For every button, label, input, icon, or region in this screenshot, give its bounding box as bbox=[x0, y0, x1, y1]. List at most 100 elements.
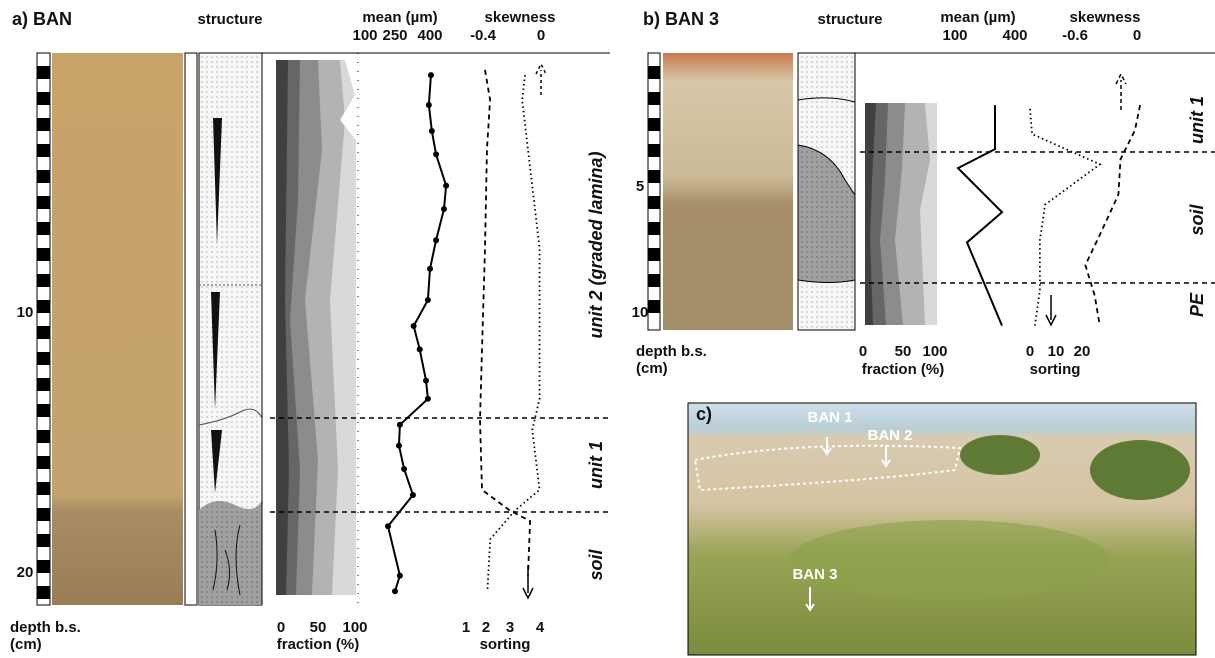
axis-title: skewness bbox=[485, 9, 556, 26]
scale-segment bbox=[37, 92, 50, 105]
depth-tick-label: 20 bbox=[17, 564, 34, 581]
mean-point bbox=[428, 72, 434, 78]
mean-point bbox=[397, 573, 403, 579]
mean-point bbox=[417, 346, 423, 352]
fraction-tick-label: 0 bbox=[277, 619, 285, 636]
mean-tick-label: 100 bbox=[942, 27, 967, 44]
scale-segment bbox=[37, 196, 50, 209]
unit-label: soil bbox=[1187, 204, 1207, 236]
mean-point bbox=[443, 183, 449, 189]
panel-c-photo bbox=[688, 403, 1196, 655]
scale-segment bbox=[37, 430, 50, 443]
scale-segment bbox=[37, 144, 50, 157]
mean-point bbox=[385, 523, 391, 529]
axis-title: (cm) bbox=[10, 636, 42, 653]
scale-segment bbox=[37, 170, 50, 183]
mean-point bbox=[411, 323, 417, 329]
unit-label: soil bbox=[586, 549, 606, 581]
scale-segment bbox=[648, 118, 660, 131]
fraction-tick-label: 0 bbox=[859, 343, 867, 360]
axis-title: sorting bbox=[1030, 361, 1081, 378]
panel-a-layout bbox=[37, 53, 610, 605]
column-title: structure bbox=[817, 11, 882, 28]
scale-segment bbox=[37, 404, 50, 417]
mean-tick-label: 400 bbox=[417, 27, 442, 44]
scale-bar bbox=[37, 66, 50, 599]
axis-title: skewness bbox=[1070, 9, 1141, 26]
scale-segment bbox=[37, 456, 50, 469]
fraction-tick-label: 50 bbox=[895, 343, 912, 360]
scale-segment bbox=[648, 170, 660, 183]
unit-label: unit 1 bbox=[1187, 96, 1207, 144]
fraction-tick-label: 50 bbox=[310, 619, 327, 636]
scale-segment bbox=[648, 196, 660, 209]
core-photo bbox=[663, 53, 793, 330]
panel-label: a) BAN bbox=[12, 9, 72, 29]
mean-point bbox=[427, 266, 433, 272]
mean-point bbox=[410, 492, 416, 498]
site-label: BAN 2 bbox=[867, 427, 912, 444]
sorting-line bbox=[480, 70, 530, 576]
scale-segment bbox=[37, 586, 50, 599]
scale-segment bbox=[37, 534, 50, 547]
sorting-tick-label: 10 bbox=[1048, 343, 1065, 360]
scale-segment bbox=[37, 222, 50, 235]
scale-segment bbox=[37, 118, 50, 131]
skewness-tick-label: 0 bbox=[1133, 27, 1141, 44]
scale-segment bbox=[37, 274, 50, 287]
scale-segment bbox=[37, 300, 50, 313]
scale-segment bbox=[648, 248, 660, 261]
scale-segment bbox=[648, 222, 660, 235]
site-label: BAN 3 bbox=[792, 566, 837, 583]
skewness-line bbox=[1085, 105, 1140, 326]
panel-label: b) BAN 3 bbox=[643, 9, 719, 29]
axis-title: fraction (%) bbox=[862, 361, 945, 378]
scale-segment bbox=[648, 92, 660, 105]
mean-point bbox=[433, 151, 439, 157]
mean-point bbox=[392, 588, 398, 594]
scale-segment bbox=[37, 66, 50, 79]
fraction-tick-label: 100 bbox=[922, 343, 947, 360]
mean-point bbox=[397, 422, 403, 428]
axis-title: depth b.s. bbox=[10, 619, 81, 636]
mean-point bbox=[396, 443, 402, 449]
sorting-tick-label: 3 bbox=[506, 619, 514, 636]
scale-segment bbox=[37, 508, 50, 521]
fraction-plot bbox=[276, 60, 356, 595]
panel-label: c) bbox=[696, 404, 712, 424]
axis-title: mean (µm) bbox=[940, 9, 1015, 26]
site-label: BAN 1 bbox=[807, 409, 852, 426]
skewness-tick-label: -0.4 bbox=[470, 27, 497, 44]
scale-segment bbox=[37, 326, 50, 339]
scale-segment bbox=[648, 66, 660, 79]
unit-label: PE bbox=[1187, 292, 1207, 317]
mean-point bbox=[401, 466, 407, 472]
mean-tick-label: 100 bbox=[352, 27, 377, 44]
mean-point bbox=[441, 206, 447, 212]
axis-title: sorting bbox=[480, 636, 531, 653]
scale-segment bbox=[648, 144, 660, 157]
scale-segment bbox=[648, 300, 660, 313]
mean-point bbox=[429, 128, 435, 134]
unit-label: unit 1 bbox=[586, 441, 606, 489]
depth-tick-label: 10 bbox=[17, 304, 34, 321]
mean-line bbox=[958, 105, 1002, 326]
panel-b-layout bbox=[648, 53, 1215, 330]
scale-segment bbox=[37, 560, 50, 573]
scale-segment bbox=[648, 274, 660, 287]
axis-title: fraction (%) bbox=[277, 636, 360, 653]
sorting-tick-label: 2 bbox=[482, 619, 490, 636]
scale-segment bbox=[37, 482, 50, 495]
core-photo bbox=[52, 53, 183, 605]
scale-segment bbox=[37, 378, 50, 391]
mean-point bbox=[423, 378, 429, 384]
skewness-line bbox=[487, 75, 539, 591]
scale-segment bbox=[37, 352, 50, 365]
axis-title: depth b.s. bbox=[636, 343, 707, 360]
figure: a) BAN structure mean (µm) skewness dept… bbox=[0, 0, 1215, 658]
sorting-line bbox=[1030, 109, 1100, 326]
skewness-tick-label: -0.6 bbox=[1062, 27, 1088, 44]
mean-point bbox=[425, 297, 431, 303]
fraction-plot bbox=[865, 103, 937, 325]
sorting-tick-label: 4 bbox=[536, 619, 545, 636]
